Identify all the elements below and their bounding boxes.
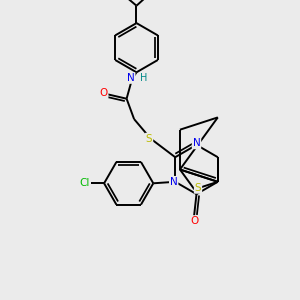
Text: O: O (99, 88, 108, 98)
Text: N: N (193, 138, 200, 148)
Text: S: S (195, 183, 201, 193)
Text: Cl: Cl (80, 178, 90, 188)
Text: N: N (170, 177, 178, 187)
Text: N: N (127, 73, 135, 83)
Text: O: O (190, 216, 198, 226)
Text: H: H (140, 73, 147, 83)
Text: S: S (146, 134, 152, 144)
